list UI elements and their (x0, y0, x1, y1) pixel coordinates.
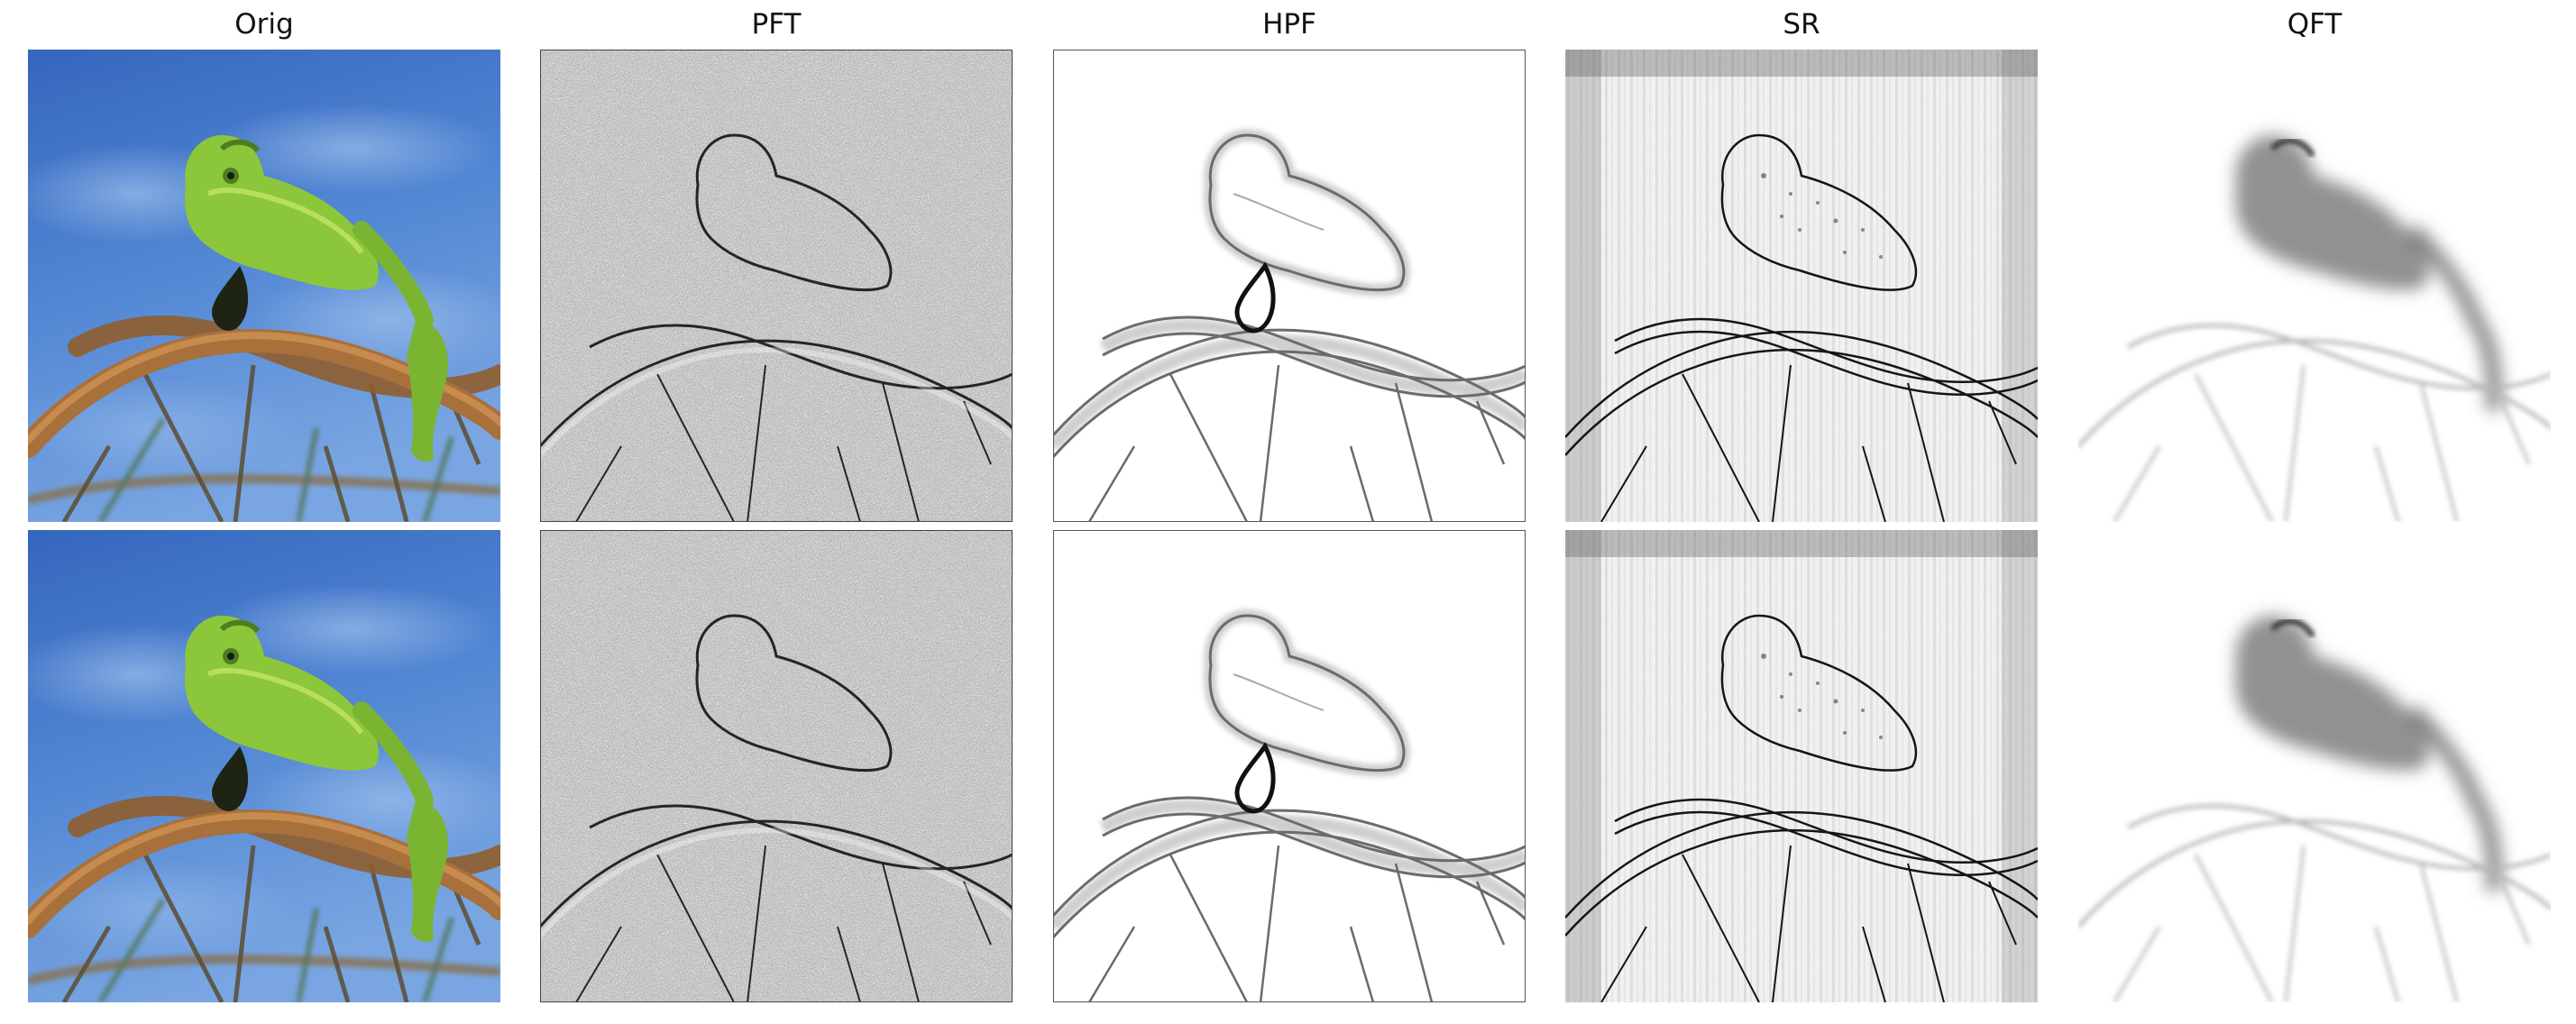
column-title-sr: SR (1783, 8, 1820, 41)
column-title-hpf: HPF (1262, 8, 1316, 41)
qft-saliency-map (2078, 530, 2551, 1002)
qft-saliency-map (2078, 50, 2551, 522)
hpf-saliency-map (1053, 50, 1526, 522)
sr-saliency-map (1565, 50, 2038, 522)
column-title-pft: PFT (751, 8, 802, 41)
pft-saliency-map (540, 530, 1013, 1002)
panel-orig-row2 (28, 530, 500, 1002)
hpf-saliency-map (1053, 530, 1526, 1002)
panel-qft-row2 (2078, 530, 2551, 1002)
column-title-qft: QFT (2287, 8, 2342, 41)
column-title-orig: Orig (234, 8, 294, 41)
orig-image (28, 50, 500, 522)
panel-hpf-row1 (1053, 50, 1526, 522)
panel-pft-row2 (540, 530, 1013, 1002)
panel-sr-row1 (1565, 50, 2038, 522)
panel-qft-row1 (2078, 50, 2551, 522)
sr-saliency-map (1565, 530, 2038, 1002)
panel-hpf-row2 (1053, 530, 1526, 1002)
panel-pft-row1 (540, 50, 1013, 522)
panel-orig-row1 (28, 50, 500, 522)
panel-sr-row2 (1565, 530, 2038, 1002)
orig-image (28, 530, 500, 1002)
pft-saliency-map (540, 50, 1013, 522)
